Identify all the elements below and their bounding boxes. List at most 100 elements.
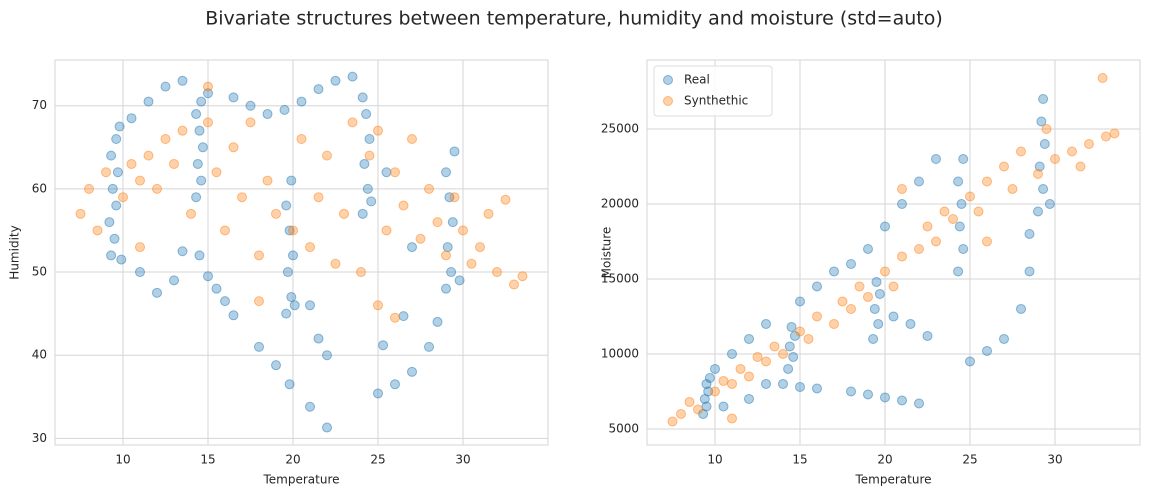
point [1084,138,1094,149]
point [111,200,122,211]
point [111,133,122,144]
x-tick-label: 30 [455,453,470,467]
point [786,321,797,332]
point [75,208,86,219]
point [1075,161,1086,172]
point [795,381,805,392]
point [500,194,511,205]
axes-frame [646,59,1141,446]
point [112,167,123,178]
point [837,296,848,307]
point [211,283,222,294]
point [1033,206,1043,217]
point [784,341,795,352]
point [381,167,392,178]
point [727,348,737,359]
point [203,81,213,92]
point [101,167,111,178]
point [262,109,273,120]
point [948,213,958,224]
point [880,266,890,277]
x-axis-label: Temperature [854,473,931,487]
point [803,333,814,344]
point [245,117,256,128]
point [812,383,822,394]
x-tick-label: 20 [285,453,300,467]
point [1101,131,1111,142]
point [829,318,839,329]
point [1038,183,1049,194]
point [492,267,502,278]
point [177,75,188,86]
point [1024,228,1035,239]
point [359,158,370,169]
point [390,379,400,390]
point [191,109,202,120]
point [237,192,247,203]
point [939,206,950,217]
y-tick-label: 40 [32,348,47,362]
point [667,416,678,427]
point [676,408,686,419]
point [483,208,494,219]
point [953,266,964,277]
point [761,378,771,389]
point [965,191,975,202]
subplot: 10 15 20 25 30 5000 10000 15000 20000 25000 Temper… [600,59,1141,487]
point [271,360,281,371]
point [286,175,297,186]
point [868,333,879,344]
point [254,250,264,261]
point [288,250,298,261]
point [897,198,907,209]
point [973,206,984,217]
point [999,161,1009,172]
point [863,291,873,302]
x-tick-label: 30 [1047,453,1062,467]
point [192,158,203,169]
point [356,267,366,278]
point [454,275,465,286]
point [282,267,293,278]
point [186,208,196,219]
point [177,246,188,257]
y-tick-label: 50 [32,265,47,279]
point [84,183,94,194]
point [871,276,882,287]
point [727,413,737,424]
legend-marker [663,75,673,85]
point [1016,303,1026,314]
point [106,150,117,161]
point [322,422,332,433]
point [296,133,307,144]
point [373,388,383,399]
point [466,258,477,269]
point [880,221,890,232]
point [415,233,426,244]
x-tick-label: 25 [370,453,385,467]
point [398,200,409,211]
point [812,281,822,292]
point [432,316,443,327]
point [203,117,213,128]
point [361,109,372,120]
axes-frame [54,59,549,446]
y-tick-label: 15000 [601,271,639,285]
point [407,133,417,144]
point [191,192,202,203]
point [152,183,162,194]
point [812,311,822,322]
point [718,401,729,412]
point [305,300,315,311]
point [220,296,230,307]
point [982,176,992,187]
x-tick-label: 10 [707,453,722,467]
point [143,96,154,107]
point [744,371,754,382]
point [446,267,457,278]
y-axis-label: Moisture [600,227,614,279]
point [357,92,368,103]
point [846,303,856,314]
point [364,133,375,144]
point [684,396,695,407]
